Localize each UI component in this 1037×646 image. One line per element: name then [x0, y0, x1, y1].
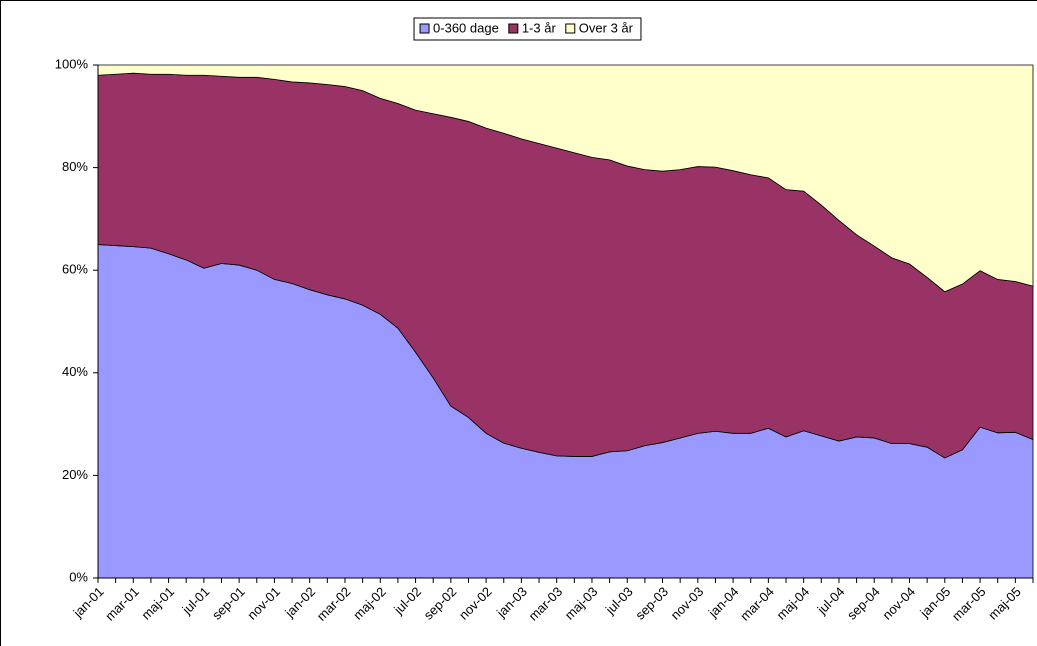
x-tick-label: mar-03: [526, 584, 566, 624]
x-tick-label: nov-02: [456, 584, 495, 623]
x-tick-label: maj-01: [138, 584, 177, 623]
y-tick-label: 0%: [69, 569, 88, 584]
y-tick-label: 80%: [62, 159, 88, 174]
y-tick-label: 40%: [62, 364, 88, 379]
x-tick-label: mar-02: [314, 584, 354, 624]
x-tick-label: jul-02: [390, 584, 424, 618]
x-tick-label: jan-01: [70, 584, 107, 621]
x-tick-label: jan-05: [916, 584, 953, 621]
x-tick-label: maj-04: [773, 584, 812, 623]
x-tick-label: jul-03: [602, 584, 636, 618]
y-tick-label: 100%: [55, 56, 89, 71]
x-tick-label: jul-04: [814, 584, 848, 618]
legend-box: [413, 17, 642, 41]
x-tick-label: jan-03: [493, 584, 530, 621]
x-tick-label: mar-04: [737, 584, 777, 624]
x-tick-label: sep-03: [632, 584, 671, 623]
legend-label: 0-360 dage: [433, 20, 499, 35]
legend-label: 1-3 år: [522, 20, 557, 35]
x-tick-label: maj-03: [562, 584, 601, 623]
x-tick-label: nov-03: [668, 584, 707, 623]
x-tick-label: sep-01: [209, 584, 248, 623]
x-tick-label: jan-02: [281, 584, 318, 621]
legend-label: Over 3 år: [579, 20, 634, 35]
x-tick-label: nov-01: [244, 584, 283, 623]
legend: 0-360 dage 1-3 år Over 3 år: [413, 17, 642, 41]
x-tick-label: sep-04: [844, 584, 883, 623]
x-tick-label: nov-04: [879, 584, 918, 623]
x-tick-label: sep-02: [421, 584, 460, 623]
legend-swatch: [508, 23, 519, 34]
x-tick-label: jul-01: [179, 584, 213, 618]
legend-swatch: [565, 23, 576, 34]
x-tick-label: mar-01: [102, 584, 142, 624]
x-tick-label: maj-02: [350, 584, 389, 623]
x-tick-label: mar-05: [949, 584, 989, 624]
y-tick-label: 60%: [62, 262, 88, 277]
x-tick-label: maj-05: [985, 584, 1024, 623]
legend-swatch: [419, 23, 430, 34]
area: [97, 64, 1034, 293]
x-tick-label: jan-04: [705, 584, 742, 621]
y-tick-label: 20%: [62, 467, 88, 482]
